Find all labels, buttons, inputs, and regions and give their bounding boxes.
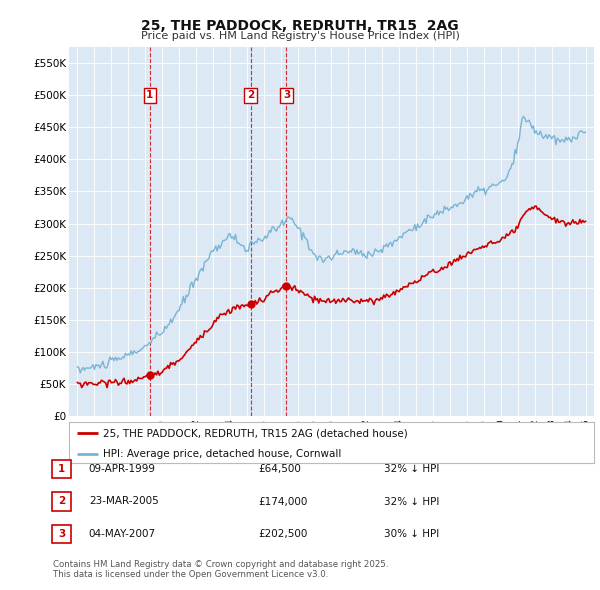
- Text: 3: 3: [58, 529, 65, 539]
- Text: Contains HM Land Registry data © Crown copyright and database right 2025.
This d: Contains HM Land Registry data © Crown c…: [53, 560, 388, 579]
- Text: 25, THE PADDOCK, REDRUTH, TR15  2AG: 25, THE PADDOCK, REDRUTH, TR15 2AG: [141, 19, 459, 33]
- Text: £202,500: £202,500: [258, 529, 307, 539]
- Text: £174,000: £174,000: [258, 497, 307, 506]
- Text: HPI: Average price, detached house, Cornwall: HPI: Average price, detached house, Corn…: [103, 449, 341, 459]
- Text: Price paid vs. HM Land Registry's House Price Index (HPI): Price paid vs. HM Land Registry's House …: [140, 31, 460, 41]
- Text: 23-MAR-2005: 23-MAR-2005: [89, 497, 158, 506]
- Text: 1: 1: [146, 90, 154, 100]
- Text: 1: 1: [58, 464, 65, 474]
- Text: 30% ↓ HPI: 30% ↓ HPI: [384, 529, 439, 539]
- Text: 32% ↓ HPI: 32% ↓ HPI: [384, 464, 439, 474]
- Text: 3: 3: [283, 90, 290, 100]
- Text: 09-APR-1999: 09-APR-1999: [89, 464, 156, 474]
- Text: 32% ↓ HPI: 32% ↓ HPI: [384, 497, 439, 506]
- Text: £64,500: £64,500: [258, 464, 301, 474]
- Text: 04-MAY-2007: 04-MAY-2007: [89, 529, 156, 539]
- Text: 25, THE PADDOCK, REDRUTH, TR15 2AG (detached house): 25, THE PADDOCK, REDRUTH, TR15 2AG (deta…: [103, 428, 408, 438]
- Text: 2: 2: [58, 497, 65, 506]
- Text: 2: 2: [247, 90, 254, 100]
